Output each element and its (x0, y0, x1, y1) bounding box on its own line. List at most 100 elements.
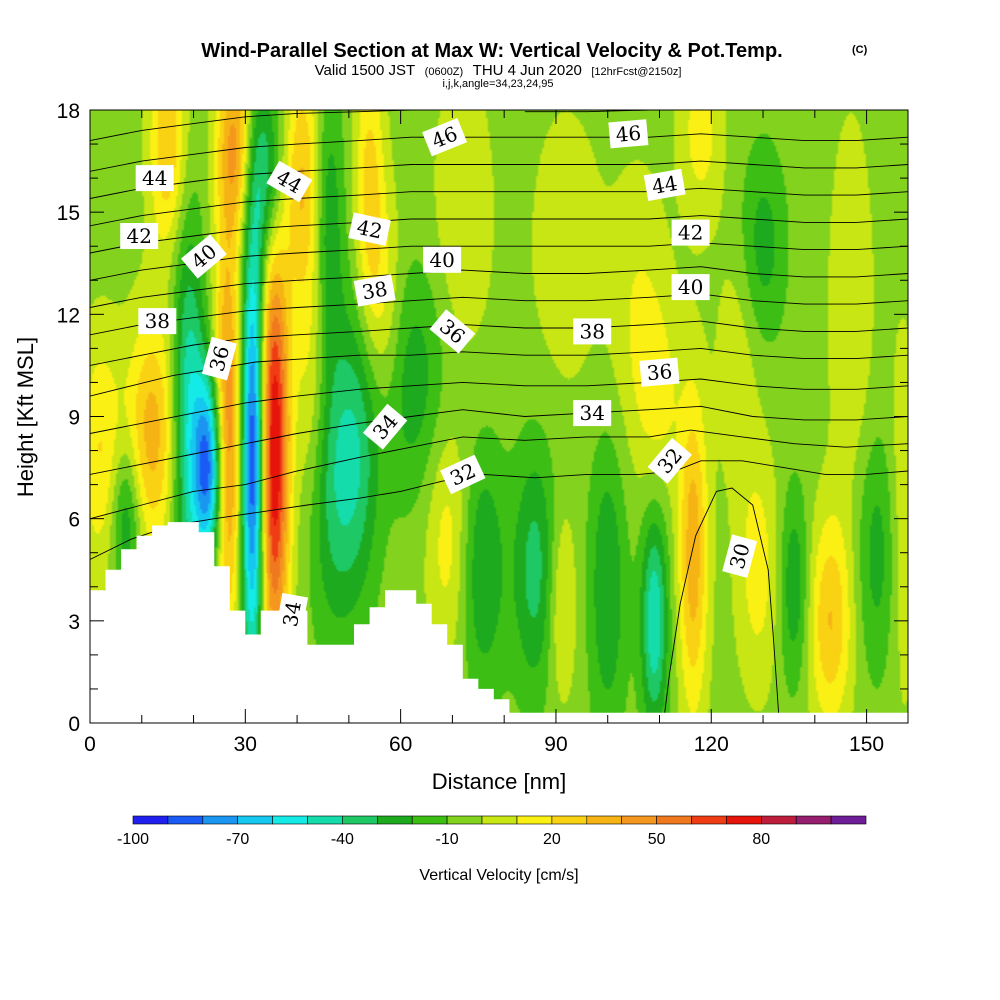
contour-label-box (639, 357, 680, 387)
theta-contour (90, 429, 908, 520)
contour-label: 34 (573, 400, 612, 427)
contour-label-box (423, 246, 462, 273)
colorbar-swatch (342, 815, 378, 825)
x-tick-label: 150 (849, 733, 884, 756)
theta-contour (90, 293, 908, 336)
colorbar-swatch (551, 815, 588, 825)
theta-contour (90, 266, 908, 308)
contour-label: 36 (201, 336, 237, 381)
contour-label-box (266, 160, 313, 203)
theta-contour (90, 187, 908, 227)
y-tick-label: 6 (68, 509, 80, 532)
colorbar: -100 -70 -40 -10 20 50 80 (117, 815, 867, 848)
contour-label-box (201, 336, 237, 381)
contour-label-text: 34 (579, 401, 604, 425)
subtitle-date: THU 4 Jun 2020 (473, 62, 582, 79)
contour-label-text: 44 (142, 166, 167, 190)
contour-label-text: 44 (650, 171, 679, 199)
contour-label: 38 (353, 274, 396, 307)
contour-label-text: 34 (278, 599, 306, 628)
contour-label: 40 (671, 274, 710, 301)
contour-label-box (180, 234, 227, 279)
contour-label-box (120, 223, 159, 249)
colorbar-swatch (586, 815, 622, 825)
x-tick-label: 0 (84, 733, 96, 756)
y-tick-label: 3 (68, 611, 80, 634)
colorbar-tick-label: 80 (752, 831, 770, 848)
contour-label: 40 (423, 246, 462, 273)
contour-label-text: 46 (615, 121, 642, 147)
contour-label-box (135, 165, 174, 192)
contour-label-text: 40 (429, 248, 454, 272)
contour-label: 30 (722, 534, 758, 578)
colorbar-swatch (795, 815, 832, 825)
contour-label-text: 38 (579, 319, 604, 343)
theta-contour (90, 347, 908, 397)
contour-label-box (422, 118, 468, 157)
colorbar-swatch (202, 815, 239, 825)
title-mark: (C) (852, 44, 868, 56)
contour-label: 36 (639, 357, 680, 387)
theta-contour (90, 405, 908, 475)
contour-label-text: 42 (678, 221, 703, 245)
colorbar-label: Vertical Velocity [cm/s] (419, 867, 578, 884)
colorbar-tick-label: -10 (436, 831, 459, 848)
x-axis: 0 30 60 90 120 150 (84, 110, 884, 756)
contour-label-box (348, 212, 391, 246)
contour-label-text: 42 (355, 215, 385, 244)
colorbar-tick-label: 50 (648, 831, 666, 848)
theta-contour (664, 487, 780, 713)
colorbar-swatch (446, 815, 483, 825)
subtitle-utc: (0600Z) (425, 66, 464, 78)
chart-title: Wind-Parallel Section at Max W: Vertical… (201, 40, 782, 62)
contour-label-box (362, 403, 408, 450)
contour-label-text: 40 (678, 275, 703, 299)
x-axis-label: Distance [nm] (432, 769, 567, 794)
colorbar-swatch (132, 815, 169, 825)
contour-label-box (643, 168, 686, 202)
colorbar-swatch (272, 815, 308, 825)
theta-contour (90, 215, 908, 254)
contour-label: 42 (120, 223, 159, 249)
colorbar-swatch (830, 815, 867, 825)
contour-label-text: 38 (360, 276, 389, 304)
y-tick-label: 9 (68, 407, 80, 430)
colorbar-tick-label: -100 (117, 831, 149, 848)
chart-subtitle: Valid 1500 JST (0600Z) THU 4 Jun 2020 [1… (315, 62, 682, 79)
theta-contour (90, 133, 908, 172)
contour-label-box (573, 318, 612, 345)
theta-contour (90, 160, 908, 199)
contour-label-box (608, 119, 649, 149)
theta-contour (524, 110, 650, 113)
theta-contour (90, 460, 908, 560)
colorbar-swatch (376, 815, 413, 825)
contour-label: 38 (138, 308, 177, 335)
contour-label-box (647, 437, 692, 484)
contour-label: 38 (573, 318, 612, 345)
contour-label-box (671, 219, 710, 246)
contour-label-box (429, 309, 476, 354)
colorbar-swatch (167, 815, 204, 825)
colorbar-swatch (726, 815, 762, 825)
x-tick-label: 120 (694, 733, 729, 756)
colorbar-swatch (621, 815, 657, 825)
contour-label: 46 (608, 119, 649, 149)
colorbar-swatch (516, 815, 553, 825)
contour-label: 42 (671, 219, 710, 246)
contour-label-box (440, 454, 486, 495)
y-tick-label: 18 (57, 100, 80, 123)
colorbar-swatch (760, 815, 797, 825)
y-axis-label: Height [Kft MSL] (13, 337, 38, 497)
theta-contour (90, 378, 908, 434)
contour-label-text: 36 (646, 359, 673, 385)
colorbar-tick-label: 20 (543, 831, 561, 848)
contour-label: 44 (643, 168, 686, 202)
colorbar-swatch (237, 815, 273, 825)
contour-label: 36 (429, 309, 476, 354)
subtitle-valid: Valid 1500 JST (315, 62, 416, 79)
x-tick-label: 30 (234, 733, 257, 756)
contour-label-box (275, 593, 309, 635)
contour-label-box (353, 274, 396, 307)
